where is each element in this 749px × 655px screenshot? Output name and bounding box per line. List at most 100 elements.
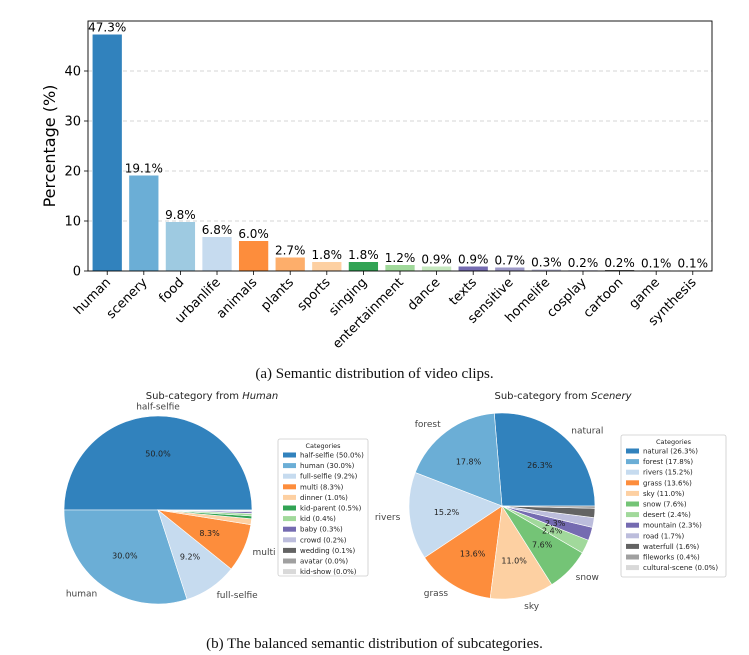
legend-entry: dinner (1.0%) (300, 494, 348, 502)
bar-scenery (129, 175, 159, 271)
bar-value-label: 0.9% (458, 253, 489, 267)
legend-swatch (626, 543, 639, 549)
bar-value-label: 6.0% (238, 227, 269, 241)
legend-swatch (283, 569, 296, 575)
legend-title: Categories (656, 438, 692, 446)
pie-slice-grass (424, 505, 503, 599)
legend-swatch (283, 452, 296, 458)
pie-pct-label: 2.3% (545, 519, 566, 528)
x-tick-label: animals (214, 275, 261, 322)
pie-pct-label: 7.6% (532, 541, 553, 550)
bar-dance (421, 266, 452, 271)
pie-outer-label: snow (576, 573, 599, 583)
bar-homelife (531, 269, 562, 271)
pie-slice-forest (414, 412, 503, 507)
legend-swatch (283, 526, 296, 532)
bar-value-label: 0.1% (678, 257, 709, 271)
pie-slice-half-selfie (63, 415, 253, 511)
pie-chart-scenery: Sub-category from Scenery 26.3% natural 17.… (375, 391, 727, 612)
legend-swatch (626, 490, 639, 496)
pie-pct-label: 50.0% (145, 450, 171, 459)
x-tick-label: plants (258, 275, 297, 314)
pie-slice-sky (489, 505, 553, 600)
legend-swatch (283, 484, 296, 490)
legend-entry: crowd (0.2%) (300, 536, 347, 544)
legend-box (620, 434, 727, 578)
pie-pct-label: 26.3% (527, 461, 553, 470)
pie-slice-wedding (157, 509, 253, 511)
x-tick-label: texts (446, 275, 480, 309)
bar-human (92, 34, 122, 271)
legend-swatch (626, 512, 639, 518)
legend-entry: full-selfie (9.2%) (300, 473, 358, 481)
legend-swatch (283, 463, 296, 469)
legend-entry: natural (26.3%) (643, 448, 698, 456)
bar-cartoon (604, 270, 635, 271)
legend-entry: road (1.7%) (643, 532, 684, 540)
pie-pct-label: 17.8% (456, 457, 482, 466)
legend-swatch (626, 565, 639, 571)
y-tick-label: 40 (64, 65, 81, 80)
bar-value-label: 0.2% (568, 256, 599, 270)
pie-title: Sub-category from Scenery (495, 391, 633, 402)
pie-pct-label: 2.4% (542, 526, 563, 535)
legend-title: Categories (305, 442, 341, 450)
legend-entry: mountain (2.3%) (643, 522, 702, 530)
legend-entry: multi (8.3%) (300, 483, 344, 491)
legend-swatch (626, 459, 639, 465)
pie-outer-label: sky (524, 602, 540, 612)
bar-value-label: 2.7% (275, 244, 306, 258)
pie-outer-label: forest (415, 420, 441, 430)
legend-entry: half-selfie (50.0%) (300, 452, 364, 460)
bar-value-label: 6.8% (202, 223, 233, 237)
pie-pct-label: 30.0% (112, 552, 138, 561)
legend-entry: human (30.0%) (300, 462, 355, 470)
bar-value-label: 1.2% (385, 251, 416, 265)
bar-plants (275, 257, 305, 271)
legend-entry: wedding (0.1%) (300, 547, 355, 555)
pie-outer-label: human (66, 590, 97, 600)
bar-value-label: 0.2% (604, 256, 635, 270)
legend-swatch (283, 505, 296, 511)
pie-title: Sub-category from Human (146, 391, 279, 402)
pie-outer-label: full-selfie (217, 591, 259, 601)
pie-outer-label: half-selfie (136, 403, 180, 413)
bar-value-label: 9.8% (165, 208, 196, 222)
legend-entry: avatar (0.0%) (300, 558, 348, 566)
bar-urbanlife (202, 237, 232, 271)
bar-cosplay (568, 270, 598, 271)
bar-food (165, 222, 196, 271)
x-tick-label: cartoon (581, 275, 627, 321)
legend-swatch (626, 533, 639, 539)
bar-value-label: 1.8% (348, 248, 379, 262)
legend-entry: rivers (15.2%) (643, 469, 693, 477)
pie-outer-label: grass (424, 589, 449, 599)
bar-value-label: 0.9% (421, 253, 452, 267)
pie-outer-label: rivers (375, 513, 401, 523)
legend-swatch (626, 522, 639, 528)
legend-entry: grass (13.6%) (643, 479, 692, 487)
pie-chart-human: Sub-category from Human 50.0% half-selfie 3… (63, 391, 369, 605)
y-tick-label: 10 (64, 215, 81, 230)
legend-swatch (626, 554, 639, 560)
bar-sports (312, 262, 342, 271)
bar-value-label: 1.8% (312, 248, 343, 262)
legend-entry: baby (0.3%) (300, 526, 343, 534)
legend-entry: waterfull (1.6%) (643, 543, 699, 551)
bar-chart: 47.3%human19.1%scenery9.8%food6.8%urbanl… (40, 20, 713, 352)
pie-slice-human (63, 509, 188, 605)
bar-value-label: 0.1% (641, 257, 672, 271)
bar-animals (238, 241, 269, 271)
bar-texts (458, 266, 488, 271)
legend-swatch (626, 501, 639, 507)
pie-slice-rivers (408, 472, 503, 559)
plot-frame (87, 20, 713, 272)
bar-value-label: 0.3% (531, 256, 562, 270)
legend-swatch (283, 494, 296, 500)
pie-slice-fileworks (501, 505, 596, 509)
bar-sensitive (495, 267, 525, 271)
legend-box (277, 438, 369, 577)
legend-swatch (626, 469, 639, 475)
pie-pct-label: 15.2% (434, 508, 460, 517)
